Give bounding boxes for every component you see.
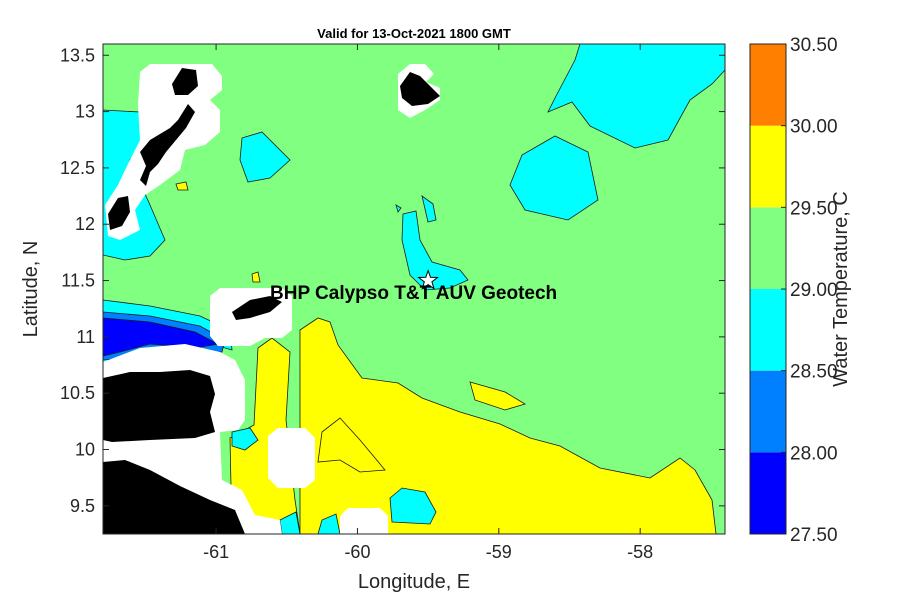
colorbar-tick-label: 29.50 <box>790 198 838 219</box>
colorbar-segment <box>750 289 786 371</box>
land-trinidad <box>103 370 215 442</box>
y-tick-label: 10.5 <box>60 383 95 403</box>
cool-region <box>421 195 437 223</box>
x-tick-label: -60 <box>344 542 370 562</box>
cool-region <box>231 427 259 451</box>
colorbar-label: Water Temperature, C <box>830 191 852 387</box>
land-grenada <box>172 68 198 95</box>
land-carriacou <box>400 72 440 106</box>
colorbar-tick-label: 30.00 <box>790 117 838 138</box>
cool-region <box>389 487 437 525</box>
warm-region <box>469 381 526 411</box>
colorbar: 27.50 28.00 28.50 29.00 29.50 30.00 30.50 <box>749 35 838 546</box>
cool-region <box>401 210 469 291</box>
colorbar-tick-label: 30.50 <box>790 35 838 56</box>
y-tick-label: 13 <box>75 102 95 122</box>
warm-region <box>251 271 261 283</box>
colorbar-segment <box>750 370 786 453</box>
colorbar-segment <box>750 207 786 289</box>
cool-region <box>317 513 341 534</box>
map-area <box>103 44 725 534</box>
y-tick-label: 12.5 <box>60 158 95 178</box>
cool-region <box>509 135 599 221</box>
colorbar-tick-label: 28.00 <box>790 443 838 464</box>
colorbar-segment <box>750 125 786 208</box>
site-annotation: BHP Calypso T&T AUV Geotech <box>270 283 557 304</box>
y-tick-label: 11 <box>76 327 95 347</box>
chart-title: Valid for 13-Oct-2021 1800 GMT <box>317 26 511 41</box>
colorbar-segment <box>750 452 786 534</box>
land-tobago-east <box>232 296 282 320</box>
cool-region <box>547 44 725 149</box>
y-tick-label: 11.5 <box>61 271 95 291</box>
land-venezuela <box>103 460 245 534</box>
plot-frame <box>102 43 726 535</box>
x-tick-label: -61 <box>203 542 229 562</box>
no-data-region <box>268 428 315 488</box>
site-marker <box>417 269 440 290</box>
x-axis: -61 -60 -59 -58 <box>203 44 653 562</box>
land-grenadines <box>140 104 195 186</box>
colorbar-tick-label: 29.00 <box>790 280 838 301</box>
y-axis: 9.5 10 10.5 11 11.5 12 12.5 13 13.5 <box>60 45 725 516</box>
colorbar-segment <box>750 44 786 126</box>
x-axis-label: Longitude, E <box>358 571 470 593</box>
warm-region <box>299 317 717 534</box>
y-axis-label: Latitude, N <box>20 241 42 338</box>
y-tick-label: 9.5 <box>70 496 95 516</box>
site-star-marker <box>417 269 440 290</box>
cool-region <box>395 204 402 213</box>
no-data-region <box>340 508 388 534</box>
colorbar-tick-label: 28.50 <box>790 362 838 383</box>
y-tick-label: 13.5 <box>60 45 95 65</box>
x-tick-label: -59 <box>486 542 512 562</box>
y-tick-label: 10 <box>75 440 95 460</box>
x-tick-label: -58 <box>627 542 653 562</box>
y-tick-label: 12 <box>75 214 95 234</box>
cool-region <box>239 131 291 183</box>
warm-region <box>317 417 386 473</box>
land-tobago <box>108 196 130 230</box>
cool-region <box>279 511 301 534</box>
colorbar-tick-label: 27.50 <box>790 525 838 546</box>
warm-region <box>175 181 189 191</box>
